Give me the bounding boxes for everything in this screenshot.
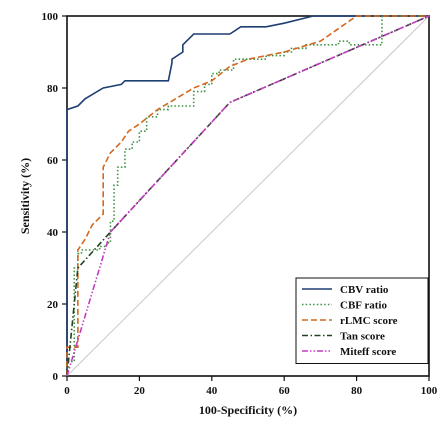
legend-label-cbv-ratio: CBV ratio xyxy=(340,284,389,296)
y-tick-label: 0 xyxy=(53,371,59,383)
y-tick-label: 100 xyxy=(42,11,59,23)
series-line-cbv-ratio xyxy=(66,15,429,376)
series-line-rlmc-score xyxy=(66,15,429,376)
y-tick-label: 80 xyxy=(47,83,59,95)
series-line-miteff-score xyxy=(66,15,430,377)
x-tick-label: 0 xyxy=(64,385,70,397)
series-line-cbf-ratio xyxy=(66,15,429,376)
series-group xyxy=(66,15,430,377)
y-tick-label: 60 xyxy=(47,155,59,167)
legend-label-miteff-score: Miteff score xyxy=(340,346,396,358)
x-tick-label: 100 xyxy=(421,385,438,397)
y-tick-label: 40 xyxy=(47,227,59,239)
legend-label-tan-score: Tan score xyxy=(340,331,385,343)
axes: 0 20 40 60 80 100 0 20 40 60 80 100 xyxy=(42,11,438,397)
legend-box xyxy=(295,277,429,364)
x-tick-label: 80 xyxy=(351,385,363,397)
legend-label-rlmc-score: rLMC score xyxy=(340,315,398,327)
legend-label-cbf-ratio: CBF ratio xyxy=(340,300,387,312)
y-tick-label: 20 xyxy=(47,299,59,311)
x-tick-label: 60 xyxy=(279,385,291,397)
plot-area xyxy=(66,15,430,377)
x-tick-label: 40 xyxy=(206,385,218,397)
reference-diagonal xyxy=(66,15,430,377)
x-tick-label: 20 xyxy=(134,385,146,397)
legend: CBV ratio CBF ratio rLMC score Tan score Mit… xyxy=(295,277,429,364)
x-axis-label: 100-Specificity (%) xyxy=(199,403,297,417)
y-axis-label: Sensitivity (%) xyxy=(18,158,32,234)
